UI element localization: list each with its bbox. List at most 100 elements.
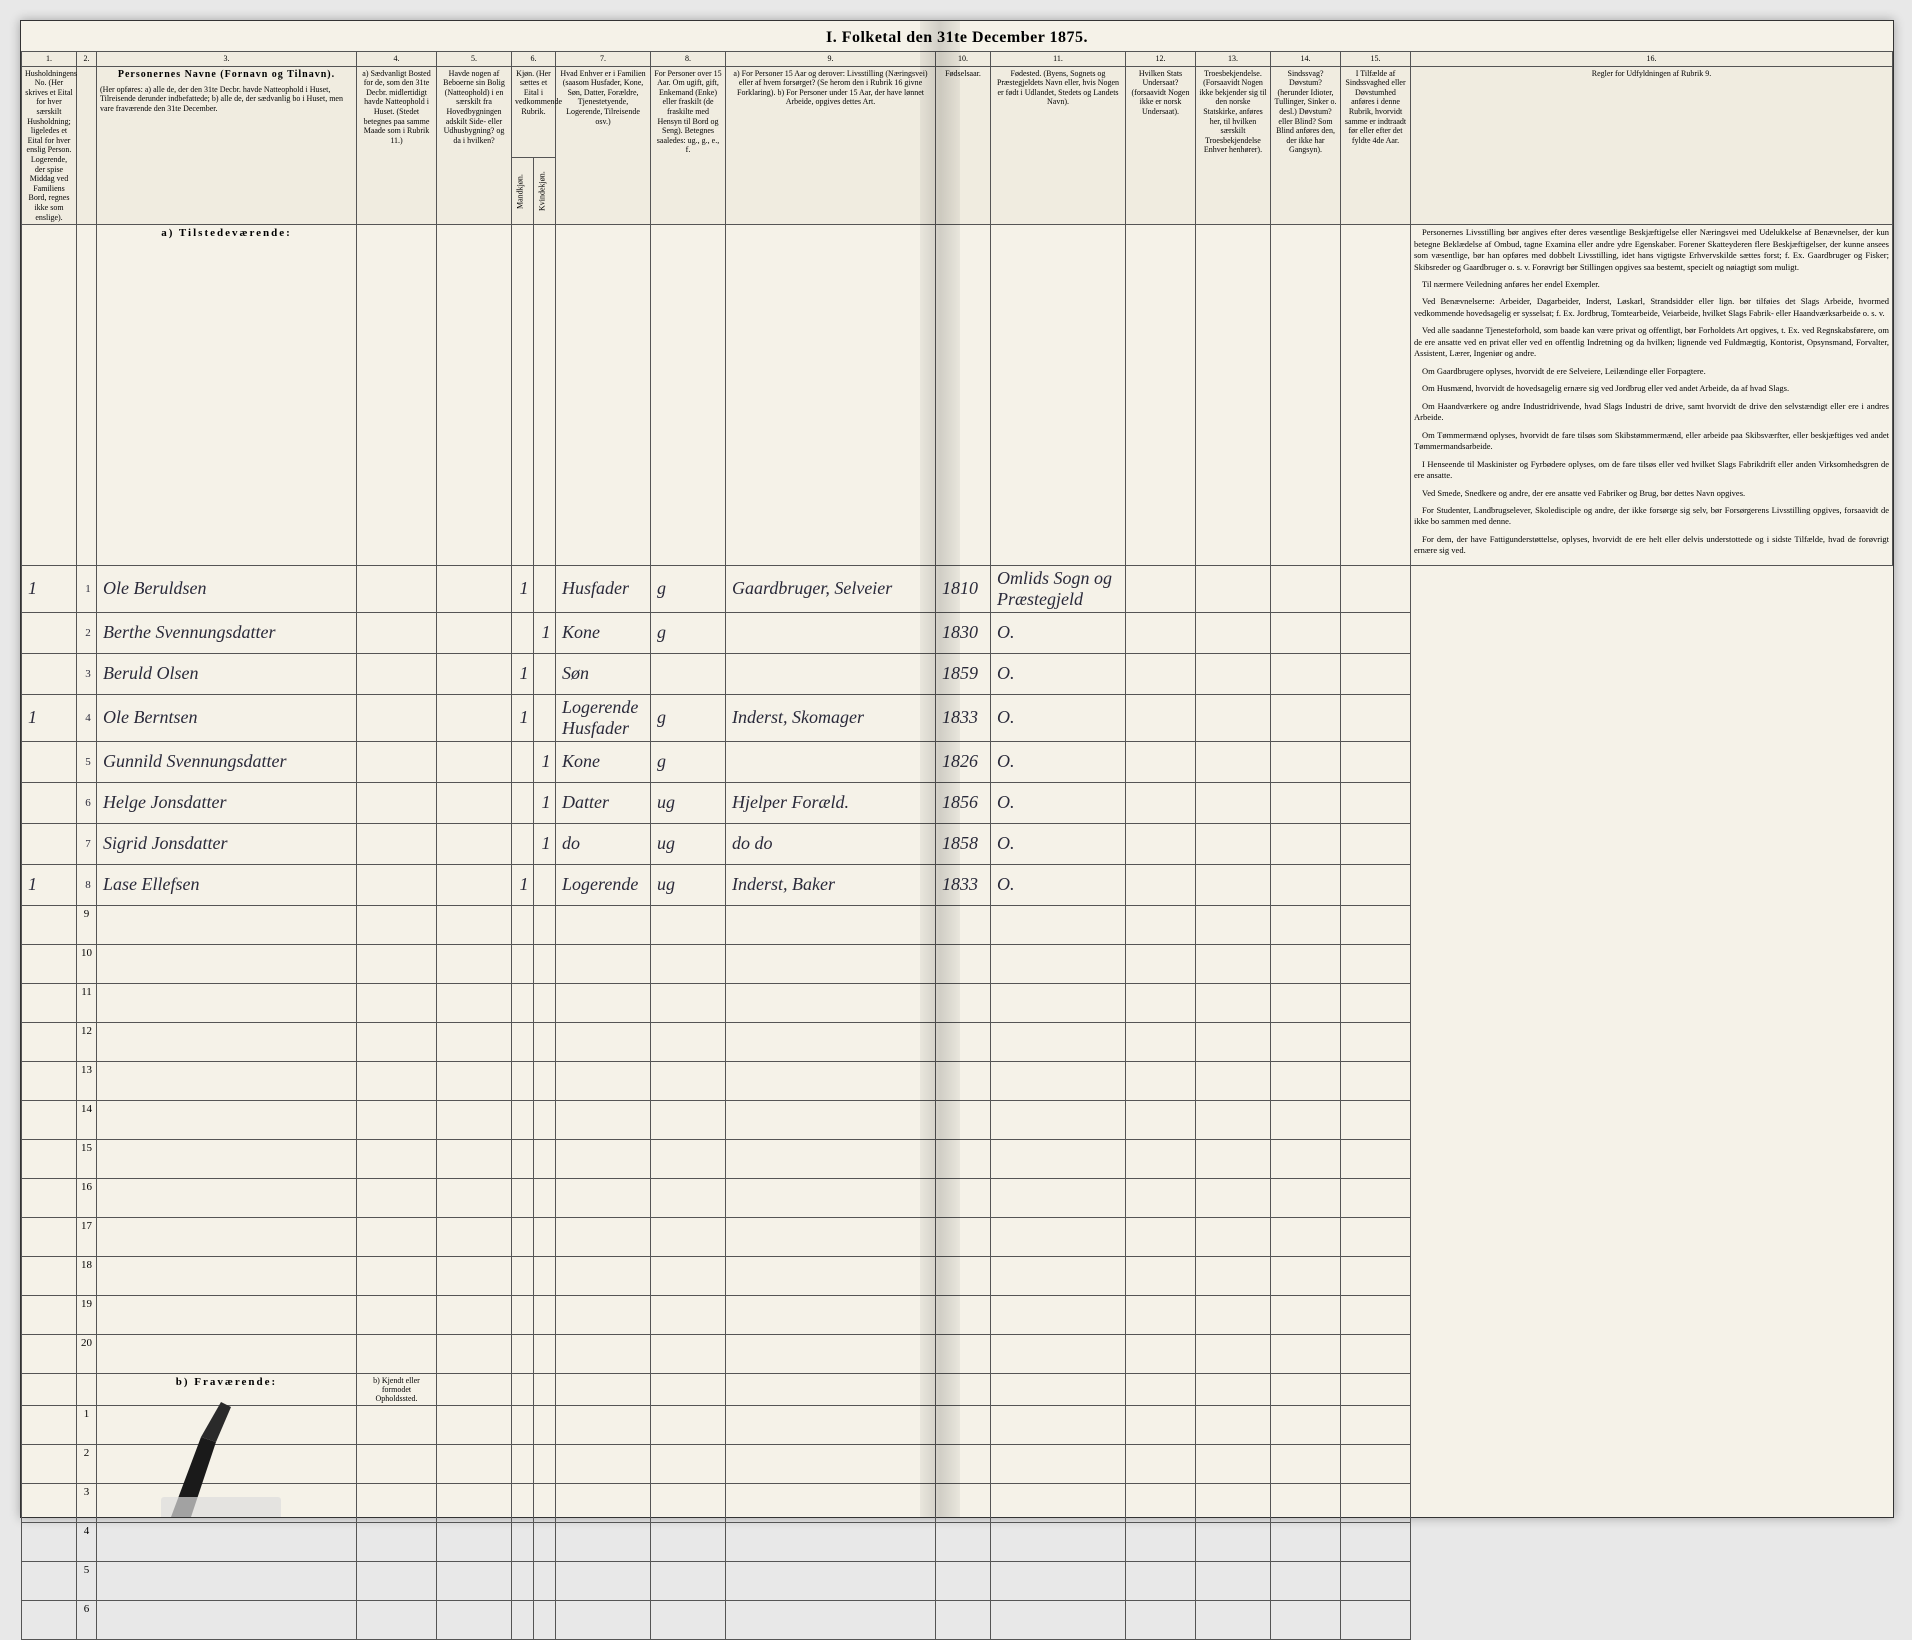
section-a-row: a) Tilstedeværende: Personernes Livsstil… bbox=[22, 225, 1893, 566]
coln-15: 15. bbox=[1341, 52, 1411, 67]
cell-c12 bbox=[1126, 612, 1196, 653]
cell-name: Helge Jonsdatter bbox=[97, 782, 357, 823]
cell-rownum: 12 bbox=[77, 1022, 97, 1061]
hdr-6: Kjøn. (Her sættes et Eital i vedkommende… bbox=[512, 66, 556, 158]
coln-9: 9. bbox=[726, 52, 936, 67]
coln-10: 10. bbox=[936, 52, 991, 67]
section-a-label: a) Tilstedeværende: bbox=[97, 225, 357, 566]
cell-c15 bbox=[1341, 612, 1411, 653]
cell-c13 bbox=[1196, 741, 1271, 782]
cell-c13 bbox=[1196, 823, 1271, 864]
cell-c5 bbox=[437, 864, 512, 905]
cell-civil: ug bbox=[651, 823, 726, 864]
table-row: 13 bbox=[22, 1061, 1893, 1100]
coln-3: 3. bbox=[97, 52, 357, 67]
cell-c5 bbox=[437, 782, 512, 823]
table-row: 19 bbox=[22, 1295, 1893, 1334]
cell-c4 bbox=[357, 741, 437, 782]
hdr-7: Hvad Enhver er i Familien (saasom Husfad… bbox=[556, 66, 651, 225]
cell-occupation: Hjelper Foræld. bbox=[726, 782, 936, 823]
hdr-16: Regler for Udfyldningen af Rubrik 9. bbox=[1411, 66, 1893, 225]
coln-4: 4. bbox=[357, 52, 437, 67]
cell-hh: 1 bbox=[22, 864, 77, 905]
cell-female: 1 bbox=[534, 823, 556, 864]
cell-place: Omlids Sogn og Præstegjeld bbox=[991, 565, 1126, 612]
cell-c12 bbox=[1126, 864, 1196, 905]
table-row: 11 bbox=[22, 983, 1893, 1022]
cell-civil: ug bbox=[651, 782, 726, 823]
cell-hh: 1 bbox=[22, 694, 77, 741]
pen-clip-icon bbox=[141, 1397, 321, 1517]
cell-female: 1 bbox=[534, 782, 556, 823]
cell-hh bbox=[22, 782, 77, 823]
table-row: 18Lase Ellefsen1LogerendeugInderst, Bake… bbox=[22, 864, 1893, 905]
coln-1: 1. bbox=[22, 52, 77, 67]
cell-rownum: 1 bbox=[77, 565, 97, 612]
hdr-4: a) Sædvanligt Bosted for de, som den 31t… bbox=[357, 66, 437, 225]
coln-5: 5. bbox=[437, 52, 512, 67]
cell-c13 bbox=[1196, 565, 1271, 612]
section-b-col4: b) Kjendt eller formodet Opholdssted. bbox=[357, 1373, 437, 1405]
cell-rownum: 10 bbox=[77, 944, 97, 983]
cell-female bbox=[534, 694, 556, 741]
cell-year: 1859 bbox=[936, 653, 991, 694]
cell-rownum: 2 bbox=[77, 612, 97, 653]
cell-c15 bbox=[1341, 782, 1411, 823]
cell-place: O. bbox=[991, 782, 1126, 823]
cell-rownum: 6 bbox=[77, 1600, 97, 1639]
table-row: 12 bbox=[22, 1022, 1893, 1061]
cell-name: Ole Beruldsen bbox=[97, 565, 357, 612]
table-row: 15 bbox=[22, 1139, 1893, 1178]
cell-c12 bbox=[1126, 565, 1196, 612]
table-row: 16 bbox=[22, 1178, 1893, 1217]
cell-c15 bbox=[1341, 694, 1411, 741]
table-row: 7Sigrid Jonsdatter1dougdo do1858O. bbox=[22, 823, 1893, 864]
cell-c4 bbox=[357, 565, 437, 612]
instruction-paragraph: Om Tømmermænd oplyses, hvorvidt de fare … bbox=[1414, 430, 1889, 453]
cell-male bbox=[512, 823, 534, 864]
cell-c13 bbox=[1196, 864, 1271, 905]
coln-7: 7. bbox=[556, 52, 651, 67]
instruction-paragraph: Personernes Livsstilling bør angives eft… bbox=[1414, 227, 1889, 273]
cell-rownum: 19 bbox=[77, 1295, 97, 1334]
cell-c15 bbox=[1341, 653, 1411, 694]
cell-family: Datter bbox=[556, 782, 651, 823]
cell-male bbox=[512, 782, 534, 823]
cell-rownum: 2 bbox=[77, 1444, 97, 1483]
cell-c14 bbox=[1271, 653, 1341, 694]
cell-c5 bbox=[437, 741, 512, 782]
cell-civil: g bbox=[651, 694, 726, 741]
instruction-paragraph: For Studenter, Landbrugselever, Skoledis… bbox=[1414, 505, 1889, 528]
cell-place: O. bbox=[991, 612, 1126, 653]
hdr-15: I Tilfælde af Sindssvaghed eller Døvstum… bbox=[1341, 66, 1411, 225]
instruction-paragraph: Om Gaardbrugere oplyses, hvorvidt de ere… bbox=[1414, 366, 1889, 377]
coln-8: 8. bbox=[651, 52, 726, 67]
cell-rownum: 13 bbox=[77, 1061, 97, 1100]
cell-place: O. bbox=[991, 741, 1126, 782]
cell-rownum: 1 bbox=[77, 1405, 97, 1444]
table-row: 2Berthe Svennungsdatter1Koneg1830O. bbox=[22, 612, 1893, 653]
cell-male bbox=[512, 741, 534, 782]
instruction-paragraph: Til nærmere Veiledning anføres her endel… bbox=[1414, 279, 1889, 290]
cell-female: 1 bbox=[534, 612, 556, 653]
cell-name: Gunnild Svennungsdatter bbox=[97, 741, 357, 782]
hdr-1: Husholdningens No. (Her skrives et Eital… bbox=[22, 66, 77, 225]
cell-year: 1826 bbox=[936, 741, 991, 782]
census-ledger: I. Folketal den 31te December 1875. 1. 2… bbox=[20, 20, 1894, 1518]
cell-c14 bbox=[1271, 823, 1341, 864]
cell-c5 bbox=[437, 823, 512, 864]
instruction-paragraph: Ved Smede, Snedkere og andre, der ere an… bbox=[1414, 488, 1889, 499]
cell-occupation: Gaardbruger, Selveier bbox=[726, 565, 936, 612]
cell-family: Logerende bbox=[556, 864, 651, 905]
cell-c5 bbox=[437, 565, 512, 612]
cell-rownum: 8 bbox=[77, 864, 97, 905]
cell-c12 bbox=[1126, 741, 1196, 782]
cell-place: O. bbox=[991, 864, 1126, 905]
cell-rownum: 14 bbox=[77, 1100, 97, 1139]
cell-female: 1 bbox=[534, 741, 556, 782]
coln-2: 2. bbox=[77, 52, 97, 67]
hdr-14: Sindssvag? Døvstum? (herunder Idioter, T… bbox=[1271, 66, 1341, 225]
cell-hh bbox=[22, 612, 77, 653]
cell-rownum: 15 bbox=[77, 1139, 97, 1178]
cell-name: Berthe Svennungsdatter bbox=[97, 612, 357, 653]
